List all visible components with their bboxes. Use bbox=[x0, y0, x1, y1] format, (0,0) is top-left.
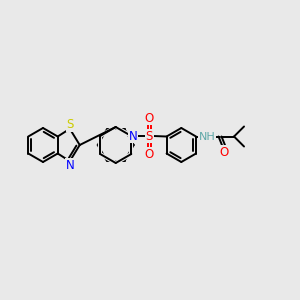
Text: S: S bbox=[146, 130, 153, 142]
Text: S: S bbox=[66, 118, 74, 131]
Text: O: O bbox=[219, 146, 229, 159]
Text: N: N bbox=[65, 159, 74, 172]
Text: O: O bbox=[145, 112, 154, 124]
Text: O: O bbox=[145, 148, 154, 160]
Text: N: N bbox=[129, 130, 138, 142]
Text: NH: NH bbox=[199, 131, 215, 142]
